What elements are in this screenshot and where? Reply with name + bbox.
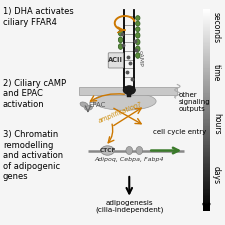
Ellipse shape [135, 21, 140, 26]
Text: 3) Chromatin
remodelling
and activation
of adipogenic
genes: 3) Chromatin remodelling and activation … [3, 130, 63, 181]
Text: time: time [212, 63, 221, 81]
Text: cAMP: cAMP [138, 50, 143, 67]
Text: amplification?: amplification? [98, 101, 143, 124]
Ellipse shape [135, 53, 140, 58]
Text: 1) DHA activates
ciliary FFAR4: 1) DHA activates ciliary FFAR4 [3, 7, 74, 27]
Ellipse shape [85, 106, 92, 110]
Text: cell cycle entry: cell cycle entry [153, 129, 206, 135]
Text: 2) Ciliary cAMP
and EPAC
activation: 2) Ciliary cAMP and EPAC activation [3, 79, 66, 109]
Ellipse shape [135, 27, 140, 32]
Text: hours: hours [212, 113, 221, 135]
Ellipse shape [135, 16, 140, 20]
Text: EPAC: EPAC [89, 102, 106, 108]
Ellipse shape [135, 39, 140, 45]
Text: other
signaling
outputs: other signaling outputs [178, 92, 210, 112]
Bar [79, 87, 177, 95]
Text: seconds: seconds [212, 12, 221, 43]
Bar [128, 91, 131, 97]
FancyBboxPatch shape [108, 53, 124, 68]
Ellipse shape [135, 32, 140, 38]
Text: CTCF: CTCF [99, 148, 116, 153]
Text: ACII: ACII [108, 57, 123, 63]
Text: Adipoq, Cebpa, Fabp4: Adipoq, Cebpa, Fabp4 [94, 157, 164, 162]
Ellipse shape [101, 146, 114, 155]
Ellipse shape [126, 146, 133, 155]
Ellipse shape [118, 37, 123, 43]
Ellipse shape [136, 146, 143, 155]
Ellipse shape [118, 30, 123, 36]
Text: days: days [212, 166, 221, 184]
Ellipse shape [80, 102, 88, 107]
Text: adipogenesis
(cilia-independent): adipogenesis (cilia-independent) [95, 200, 163, 213]
Ellipse shape [94, 92, 156, 110]
Ellipse shape [123, 86, 135, 94]
Ellipse shape [135, 46, 140, 52]
Ellipse shape [118, 44, 123, 49]
